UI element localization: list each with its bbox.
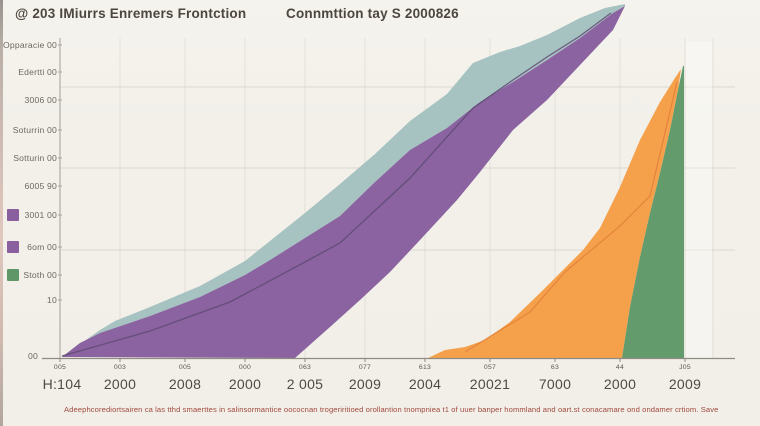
x-axis-tick-label: 63 <box>551 364 559 371</box>
x-axis-tick-label: 005 <box>179 364 191 371</box>
y-axis-label: 6om 00 <box>27 242 57 252</box>
y-axis-label: 6005 90 <box>25 181 57 191</box>
x-axis-tick-label: 005 <box>54 364 66 371</box>
orange-trend-line <box>464 81 678 353</box>
x-axis-year-label: 2004 <box>409 376 441 392</box>
y-axis-label: Sotturin 00 <box>13 153 57 163</box>
purple-trend-line <box>61 12 612 357</box>
teal-band-area <box>62 4 625 357</box>
y-axis-label: Opparacie 00 <box>3 40 57 50</box>
x-axis-tick-label: 44 <box>616 364 624 371</box>
green-peak-area <box>622 66 684 358</box>
x-axis-tick-label: 077 <box>359 364 371 371</box>
x-axis-tick-label: 057 <box>484 364 496 371</box>
legend-swatch <box>7 209 19 221</box>
x-axis-tick-label: 003 <box>114 364 126 371</box>
y-axis-label: 10 <box>47 295 57 305</box>
y-axis-label: 00 <box>28 351 38 361</box>
chart-title: @ 203 IMiurrs Enremers Frontction <box>15 6 247 21</box>
x-axis-year-label: 20021 <box>470 376 510 392</box>
left-edge-artifact <box>0 0 3 426</box>
y-axis-label: 3001 00 <box>25 210 57 220</box>
x-axis-year-label: 2009 <box>349 376 381 392</box>
x-axis-year-label: 2008 <box>169 376 201 392</box>
x-axis-tick-label: 000 <box>239 364 251 371</box>
y-axis-label: Stoth 00 <box>23 270 57 280</box>
y-axis-label: Edertti 00 <box>18 67 57 77</box>
x-axis-year-label: 2000 <box>229 376 261 392</box>
y-axis-label: Soturrin 00 <box>13 125 57 135</box>
x-axis-tick-label: 063 <box>299 364 311 371</box>
x-axis-year-label: 2000 <box>604 376 636 392</box>
purple-band-area <box>62 6 625 358</box>
legend-swatch <box>7 241 19 253</box>
highlight-band <box>686 42 712 358</box>
chart-caption: Adeephcorediortsairen ca las tthd smaert… <box>64 405 719 414</box>
x-axis-year-label: 2000 <box>104 376 136 392</box>
x-axis-tick-label: 613 <box>419 364 431 371</box>
x-axis-year-label: H:104 <box>43 376 82 392</box>
x-axis-year-label: 2 005 <box>287 376 324 392</box>
orange-peak-area <box>428 69 681 358</box>
legend-swatch <box>7 269 19 281</box>
chart-subtitle: Connmttion tay S 2000826 <box>286 6 459 21</box>
x-axis-year-label: 2009 <box>669 376 701 392</box>
x-axis-year-label: 7000 <box>539 376 571 392</box>
x-axis-tick-label: J05 <box>679 364 691 371</box>
y-axis-label: 3006 00 <box>25 95 57 105</box>
